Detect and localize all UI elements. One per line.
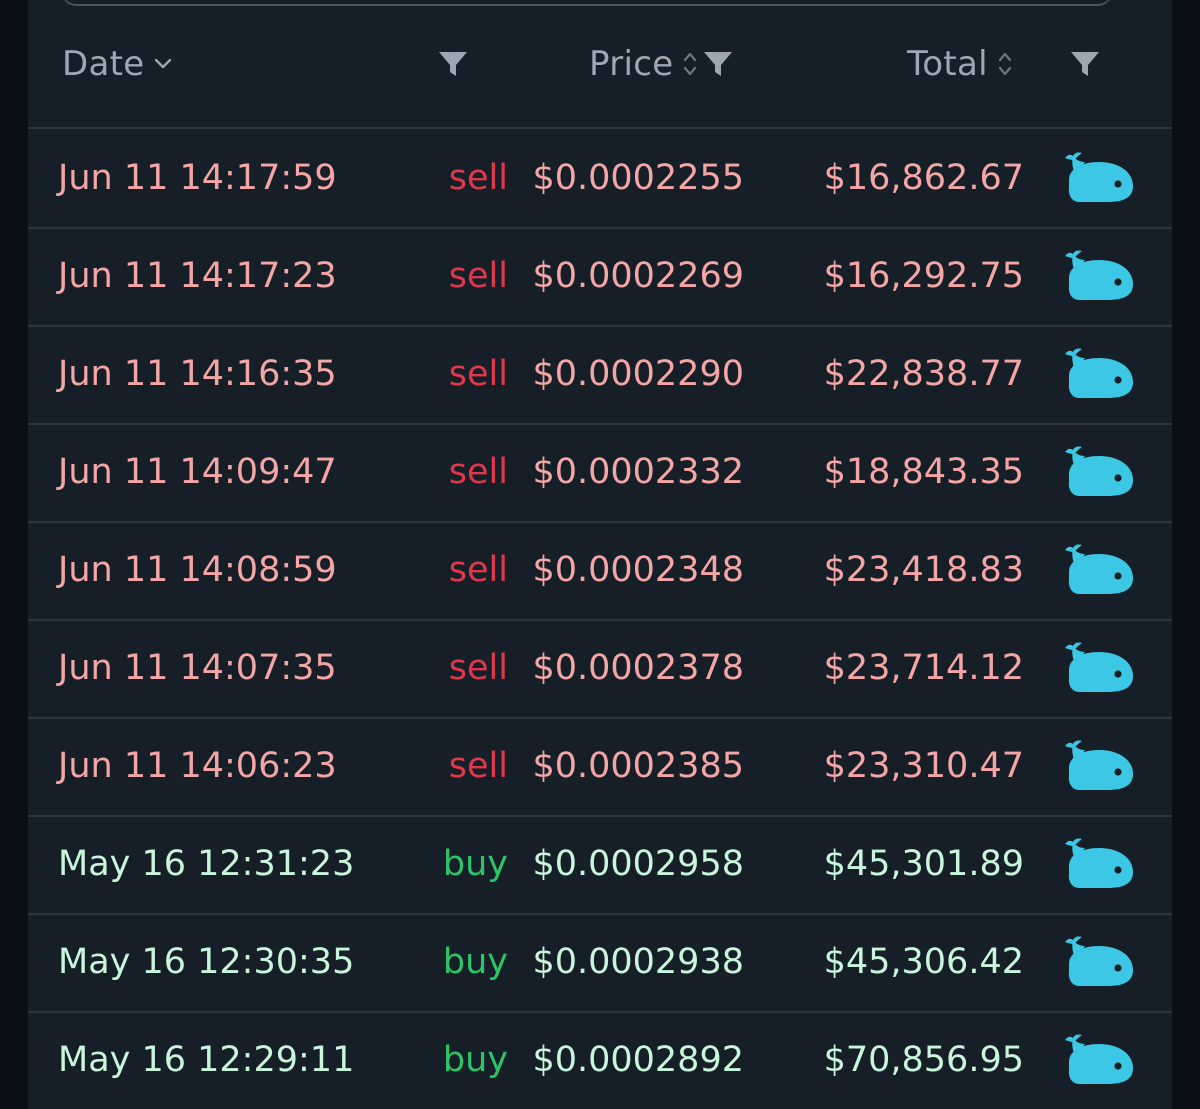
trade-total: $23,418.83 [823, 550, 1024, 590]
sort-icon [683, 49, 697, 79]
trade-date: Jun 11 14:09:47 [58, 452, 337, 492]
total-header-label: Total [907, 44, 988, 84]
table-row[interactable]: May 16 12:30:35 buy $0.0002938 $45,306.42 [28, 913, 1172, 1013]
whale-icon[interactable] [1062, 521, 1138, 619]
trade-type: buy [442, 1040, 508, 1080]
trade-total: $16,862.67 [823, 158, 1024, 198]
trade-date: Jun 11 14:16:35 [58, 354, 337, 394]
table-row[interactable]: Jun 11 14:09:47 sell $0.0002332 $18,843.35 [28, 423, 1172, 523]
whale-icon[interactable] [1062, 129, 1138, 227]
whale-icon[interactable] [1062, 325, 1138, 423]
trade-total: $23,714.12 [823, 648, 1024, 688]
trade-price: $0.0002385 [532, 746, 744, 786]
chevron-down-icon [154, 58, 172, 70]
trade-date: May 16 12:29:11 [58, 1040, 355, 1080]
trade-type: sell [448, 158, 508, 198]
trade-type: buy [442, 844, 508, 884]
trade-total: $23,310.47 [823, 746, 1024, 786]
trade-total: $45,301.89 [823, 844, 1024, 884]
total-sort-header[interactable]: Total [907, 42, 1012, 86]
trade-date: Jun 11 14:07:35 [58, 648, 337, 688]
table-row[interactable]: Jun 11 14:16:35 sell $0.0002290 $22,838.77 [28, 325, 1172, 425]
price-header-label: Price [589, 44, 674, 84]
total-filter-button[interactable] [1070, 42, 1100, 86]
trade-price: $0.0002378 [532, 648, 744, 688]
trade-price: $0.0002348 [532, 550, 744, 590]
top-search-bar[interactable] [62, 0, 1112, 4]
trade-date: May 16 12:31:23 [58, 844, 355, 884]
trade-total: $70,856.95 [823, 1040, 1024, 1080]
filter-icon [438, 50, 468, 78]
whale-icon[interactable] [1062, 227, 1138, 325]
trade-type: buy [442, 942, 508, 982]
trade-price: $0.0002958 [532, 844, 744, 884]
table-row[interactable]: Jun 11 14:17:23 sell $0.0002269 $16,292.75 [28, 227, 1172, 327]
trade-total: $18,843.35 [823, 452, 1024, 492]
price-filter-icon[interactable] [703, 50, 733, 78]
table-row[interactable]: Jun 11 14:08:59 sell $0.0002348 $23,418.83 [28, 521, 1172, 621]
trade-price: $0.0002938 [532, 942, 744, 982]
trade-date: Jun 11 14:06:23 [58, 746, 337, 786]
whale-icon[interactable] [1062, 913, 1138, 1011]
whale-icon[interactable] [1062, 717, 1138, 815]
sort-icon [998, 49, 1012, 79]
price-sort-header[interactable]: Price [589, 42, 733, 86]
type-filter-button[interactable] [438, 42, 468, 86]
date-sort-header[interactable]: Date [62, 42, 172, 86]
table-row[interactable]: Jun 11 14:17:59 sell $0.0002255 $16,862.67 [28, 129, 1172, 229]
trade-total: $45,306.42 [823, 942, 1024, 982]
table-header: Date Price Total [28, 0, 1172, 129]
trade-type: sell [448, 648, 508, 688]
trade-date: Jun 11 14:17:59 [58, 158, 337, 198]
trade-price: $0.0002255 [532, 158, 744, 198]
whale-icon[interactable] [1062, 423, 1138, 521]
date-header-label: Date [62, 44, 145, 84]
trade-price: $0.0002290 [532, 354, 744, 394]
table-row[interactable]: May 16 12:31:23 buy $0.0002958 $45,301.89 [28, 815, 1172, 915]
whale-icon[interactable] [1062, 1011, 1138, 1109]
trade-date: Jun 11 14:17:23 [58, 256, 337, 296]
table-row[interactable]: Jun 11 14:07:35 sell $0.0002378 $23,714.12 [28, 619, 1172, 719]
trade-total: $22,838.77 [823, 354, 1024, 394]
whale-icon[interactable] [1062, 619, 1138, 717]
trade-type: sell [448, 550, 508, 590]
trade-date: Jun 11 14:08:59 [58, 550, 337, 590]
table-row[interactable]: Jun 11 14:06:23 sell $0.0002385 $23,310.47 [28, 717, 1172, 817]
trade-type: sell [448, 354, 508, 394]
trade-total: $16,292.75 [823, 256, 1024, 296]
trade-type: sell [448, 452, 508, 492]
trade-price: $0.0002332 [532, 452, 744, 492]
whale-icon[interactable] [1062, 815, 1138, 913]
trade-date: May 16 12:30:35 [58, 942, 355, 982]
trade-type: sell [448, 746, 508, 786]
trades-panel [28, 0, 1172, 1109]
trade-price: $0.0002892 [532, 1040, 744, 1080]
table-row[interactable]: May 16 12:29:11 buy $0.0002892 $70,856.95 [28, 1011, 1172, 1109]
filter-icon [1070, 50, 1100, 78]
trade-price: $0.0002269 [532, 256, 744, 296]
trade-type: sell [448, 256, 508, 296]
